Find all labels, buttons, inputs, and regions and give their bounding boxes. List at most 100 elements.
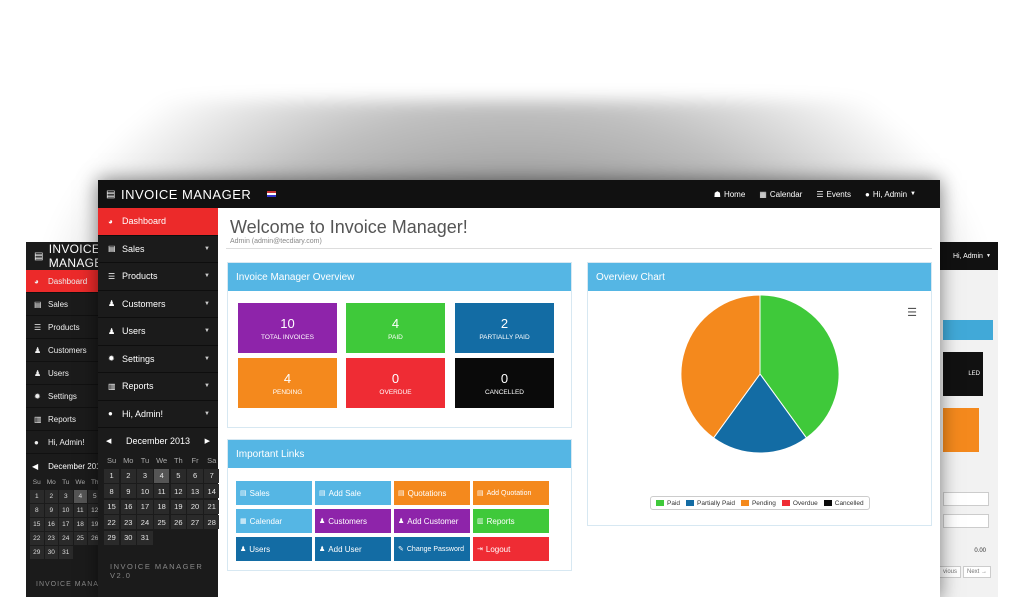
calendar-day[interactable]: 16 [120,499,136,514]
calendar-day[interactable]: 9 [120,484,136,498]
calendar-day[interactable]: 30 [44,546,58,559]
calendar-day[interactable]: 6 [187,468,203,483]
calendar-day[interactable]: 16 [44,518,58,531]
legend-item-pending[interactable]: Pending [740,500,776,507]
caret-down-icon: ▼ [910,191,916,197]
brand[interactable]: ▤ INVOICE MANAGER [98,187,251,202]
legend-item-overdue[interactable]: Overdue [781,500,818,507]
calendar-day[interactable]: 24 [59,532,73,545]
calendar-day[interactable]: 8 [30,504,44,517]
calendar-day[interactable]: 7 [204,468,220,483]
nav-hi-admin[interactable]: ● Hi, Admin ▼ [865,190,916,199]
calendar-day[interactable]: 26 [170,515,186,529]
nav-home[interactable]: ☗ Home [714,190,746,199]
calendar-day[interactable]: 20 [187,499,203,514]
sidebar-item-products[interactable]: ☰ Products ▼ [98,263,218,291]
calendar-day[interactable]: 3 [137,468,153,483]
stat-tile-pending[interactable]: 4 PENDING [238,358,337,408]
calendar-day[interactable]: 11 [73,504,87,517]
calendar-day[interactable]: 12 [170,484,186,498]
stat-tile-paid[interactable]: 4 PAID [346,303,445,353]
link-change-password-button[interactable]: ✎ Change Password [394,537,470,561]
calendar-day[interactable]: 4 [154,468,170,483]
back-right-panel-head [943,320,993,340]
calendar-day[interactable]: 27 [187,515,203,529]
nav-calendar[interactable]: ▦ Calendar [759,190,802,199]
sidebar-item-hi-admin[interactable]: ● Hi, Admin! ▼ [98,401,218,428]
sidebar-item-sales[interactable]: ▤ Sales ▼ [98,236,218,263]
calendar-day[interactable]: 31 [59,546,73,559]
link-logout-button[interactable]: ⇥ Logout [473,537,549,561]
link-customers-button[interactable]: ♟ Customers [315,509,391,533]
legend-item-partially-paid[interactable]: Partially Paid [686,500,735,507]
stat-tile-partially-paid[interactable]: 2 PARTIALLY PAID [455,303,554,353]
calendar-day[interactable]: 29 [104,530,120,545]
sidebar-item-reports[interactable]: ▥ Reports ▼ [98,373,218,401]
link-add-customer-button[interactable]: ♟ Add Customer [394,509,470,533]
link-calendar-button[interactable]: ▦ Calendar [236,509,312,533]
calendar-day[interactable]: 23 [120,515,136,529]
sidebar-item-settings[interactable]: ✹ Settings ▼ [98,346,218,373]
sidebar-item-dashboard[interactable]: ◕ Dashboard [98,208,218,236]
calendar-day[interactable]: 3 [59,490,73,503]
sidebar-item-customers[interactable]: ♟ Customers ▼ [98,291,218,318]
calendar-day[interactable]: 18 [73,518,87,531]
calendar-day[interactable]: 19 [170,499,186,514]
calendar-day[interactable]: 28 [204,515,220,529]
link-quotations-button[interactable]: ▤ Quotations [394,481,470,505]
calendar-day[interactable]: 25 [73,532,87,545]
calendar-day[interactable]: 17 [137,499,153,514]
legend-swatch [656,500,664,506]
calendar-day[interactable]: 17 [59,518,73,531]
stat-tile-total-invoices[interactable]: 10 TOTAL INVOICES [238,303,337,353]
calendar-day[interactable]: 23 [44,532,58,545]
chart-menu-icon[interactable]: ☰ [907,307,917,319]
calendar-day[interactable]: 24 [137,515,153,529]
calendar-day[interactable]: 22 [104,515,120,529]
calendar-day[interactable]: 29 [30,546,44,559]
calendar-day[interactable]: 9 [44,504,58,517]
users-icon: ♟ [108,299,116,309]
sidebar-item-users[interactable]: ♟ Users ▼ [98,318,218,346]
calendar-day[interactable]: 1 [30,490,44,503]
prev-month-icon[interactable]: ◀ [106,438,112,445]
calendar-day[interactable]: 1 [104,468,120,483]
link-users-button[interactable]: ♟ Users [236,537,312,561]
calendar-day[interactable]: 13 [187,484,203,498]
next-month-icon[interactable]: ▶ [204,438,210,445]
stat-tile-overdue[interactable]: 0 OVERDUE [346,358,445,408]
link-sales-button[interactable]: ▤ Sales [236,481,312,505]
calendar-day[interactable]: 14 [204,484,220,498]
link-reports-button[interactable]: ▥ Reports [473,509,549,533]
calendar-day[interactable]: 2 [44,490,58,503]
language-flag-icon[interactable] [267,191,277,197]
stat-tile-cancelled[interactable]: 0 CANCELLED [455,358,554,408]
back-brand: ▤ INVOICE MANAGER [26,242,146,270]
calendar-day[interactable]: 31 [137,530,153,545]
link-add-quotation-button[interactable]: ▤ Add Quotation [473,481,549,505]
link-add-sale-button[interactable]: ▤ Add Sale [315,481,391,505]
pie-slice-partially-paid[interactable] [712,373,808,454]
nav-events[interactable]: ☰ Events [816,190,851,199]
calendar-day[interactable]: 30 [120,530,136,545]
legend-item-cancelled[interactable]: Cancelled [823,500,864,507]
calendar-day[interactable]: 25 [154,515,170,529]
calendar-day[interactable]: 10 [137,484,153,498]
calendar-day[interactable]: 18 [154,499,170,514]
legend-item-paid[interactable]: Paid [656,500,680,507]
calendar-day[interactable]: 11 [154,484,170,498]
calendar-day[interactable]: 2 [120,468,136,483]
calendar-day[interactable]: 4 [73,490,87,503]
pie-slice-paid[interactable] [759,294,840,439]
calendar-day[interactable]: 5 [170,468,186,483]
calendar-day[interactable]: 8 [104,484,120,498]
calendar-day[interactable]: 15 [104,499,120,514]
calendar-day[interactable]: 22 [30,532,44,545]
nav-label: Events [826,189,851,199]
calendar-day[interactable]: 21 [204,499,220,514]
pie-slice-pending[interactable] [680,294,761,439]
calendar-day[interactable]: 15 [30,518,44,531]
link-add-user-button[interactable]: ♟ Add User [315,537,391,561]
calendar-day[interactable]: 10 [59,504,73,517]
back-sidebar-label: Hi, Admin! [48,437,85,447]
